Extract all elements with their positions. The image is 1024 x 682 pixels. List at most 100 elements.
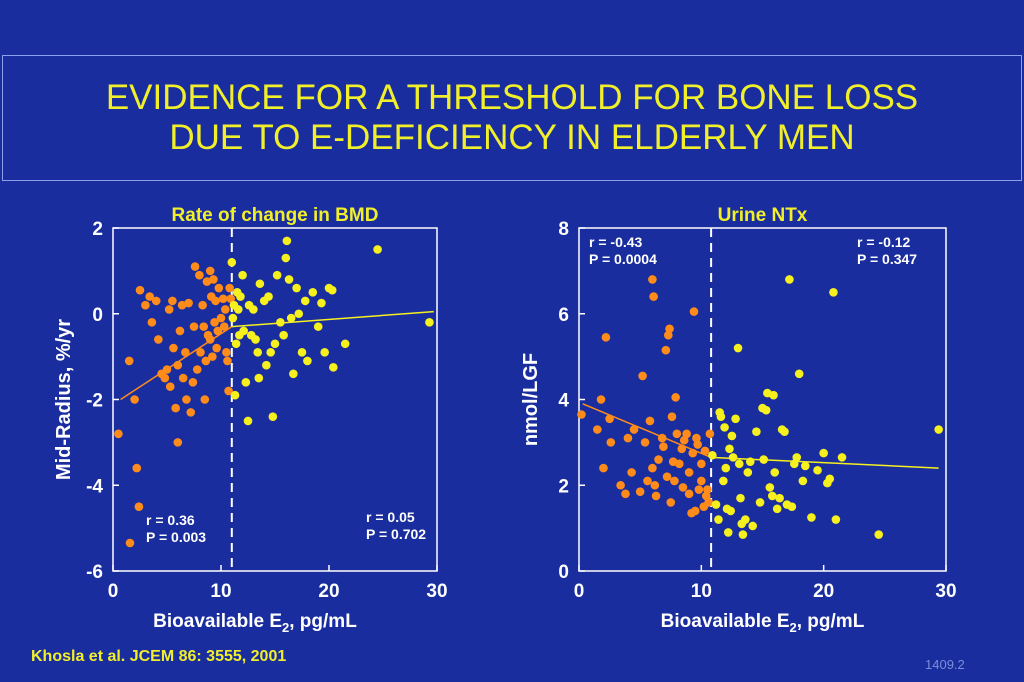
chart2-point-low (693, 440, 702, 449)
chart1-point-low (124, 356, 134, 366)
chart1-point-high (238, 270, 247, 280)
chart2-point-low (662, 472, 672, 481)
chart1-point-high (236, 292, 245, 301)
chart2-point-low (635, 487, 645, 496)
chart2-point-high (752, 427, 761, 436)
chart2-point-low (645, 416, 655, 426)
chart2-point-high (714, 515, 723, 524)
chart2-point-high (829, 288, 838, 297)
chart1-x-tick-label: 30 (426, 581, 447, 602)
chart2-point-high (770, 468, 780, 477)
chart1-point-low (221, 305, 230, 314)
chart2-point-high (761, 405, 771, 415)
chart2-point-low (651, 491, 661, 501)
chart2-point-low (640, 438, 650, 447)
chart2-point-low (677, 444, 687, 454)
chart2-y-tick-label: 6 (558, 305, 569, 326)
chart2-point-high (798, 476, 808, 486)
chart1-title: Rate of change in BMD (172, 205, 379, 226)
chart1-point-low (171, 403, 180, 413)
chart1-point-low (132, 463, 142, 473)
chart1-point-low (195, 270, 204, 280)
chart2-point-high (831, 515, 841, 524)
chart1-point-low (205, 266, 215, 276)
chart1-y-tick-label: -2 (86, 391, 103, 412)
chart1-point-low (145, 292, 155, 301)
chart2-point-high (741, 515, 750, 524)
chart1-point-low (200, 395, 210, 404)
chart2-fit-line-low (582, 403, 712, 459)
chart2-title: Urine NTx (718, 205, 808, 226)
chart2-point-high (716, 412, 726, 421)
chart2-point-low (661, 345, 671, 355)
chart2-point-high (874, 530, 884, 539)
chart2-point-high (738, 530, 748, 539)
chart2-point-low (650, 480, 660, 490)
chart1-point-high (313, 322, 323, 331)
chart2-point-high (726, 506, 735, 516)
chart2-fit-line-high (711, 456, 939, 469)
chart1-point-low (226, 294, 236, 304)
chart2-point-high (819, 448, 828, 458)
chart1-x-tick-label: 0 (108, 581, 119, 602)
chart1-point-low (182, 395, 191, 404)
chart1-point-low (173, 438, 183, 447)
slide-title-line-1: EVIDENCE FOR A THRESHOLD FOR BONE LOSS (105, 78, 919, 117)
chart2-point-high (743, 468, 753, 477)
chart2-point-high (801, 461, 810, 471)
chart2-point-low (623, 433, 633, 443)
chart2-point-high (723, 528, 733, 537)
chart1-point-low (211, 296, 220, 306)
chart2-point-low (648, 275, 657, 284)
chart2-point-low (616, 480, 625, 490)
chart2-point-high (725, 444, 734, 454)
chart2-point-high (775, 493, 784, 503)
chart2-point-high (733, 343, 743, 353)
chart2-point-low (678, 483, 688, 492)
chart2-point-high (807, 513, 816, 522)
chart1-point-high (289, 369, 298, 379)
chart1-point-high (317, 298, 326, 308)
chart1-point-high (327, 285, 337, 295)
chart2-stat-annotation: P = 0.0004 (589, 251, 657, 267)
chart2-point-low (605, 414, 614, 424)
chart1-point-high (249, 305, 258, 314)
chart1-stat-annotation: r = 0.36 (146, 512, 195, 528)
chart1-point-low (130, 395, 139, 404)
chart1-point-low (135, 285, 145, 295)
chart1-point-high (272, 270, 282, 280)
chart2-point-low (654, 455, 663, 464)
chart1-point-high (255, 279, 265, 289)
chart1-point-high (228, 313, 238, 323)
chart1-point-low (154, 335, 163, 344)
chart1-point-low (114, 429, 123, 439)
chart1-x-axis-label: Bioavailable E2, pg/mL (153, 611, 357, 635)
chart1-point-high (276, 318, 285, 327)
chart1-point-low (177, 300, 187, 310)
chart2-point-low (697, 476, 706, 486)
chart1-point-low (223, 356, 232, 366)
chart1-point-low (225, 283, 234, 293)
chart2-point-high (759, 455, 769, 464)
chart1-point-low (213, 326, 223, 336)
slide-number: 1409.2 (925, 657, 965, 672)
chart1-point-high (281, 253, 291, 263)
chart1-point-high (320, 348, 329, 357)
chart2-plot-frame (578, 227, 947, 572)
chart2-point-low (705, 429, 715, 439)
chart1-fit-line-high (231, 310, 434, 328)
chart1-point-low (175, 326, 185, 336)
chart1-stat-annotation: P = 0.702 (366, 526, 426, 542)
chart1-point-low (162, 365, 172, 374)
chart2-point-low (665, 324, 674, 334)
chart2-y-tick-label: 2 (558, 476, 569, 497)
chart2-point-high (745, 457, 755, 466)
chart1-point-low (208, 352, 217, 361)
chart1-point-low (147, 318, 157, 327)
chart2-point-low (596, 395, 606, 404)
chart2-point-low (593, 425, 602, 434)
chart1-point-high (292, 283, 301, 293)
chart2-point-low (599, 463, 608, 473)
chart1-point-low (134, 502, 144, 511)
chart2-point-low (703, 485, 712, 494)
